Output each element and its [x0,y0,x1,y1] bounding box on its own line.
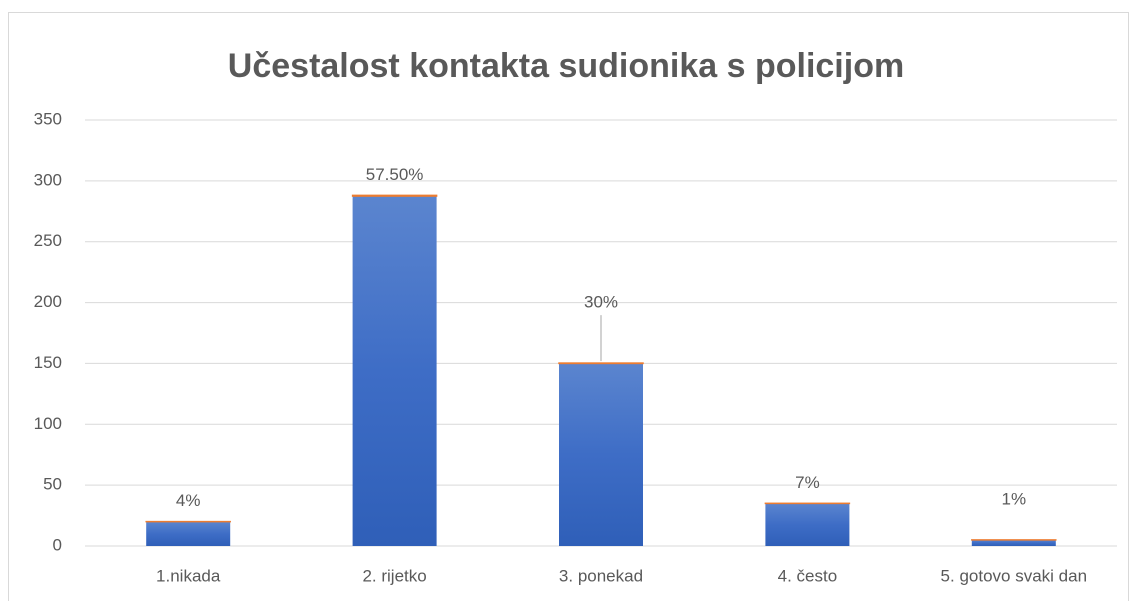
y-tick-label: 300 [34,170,62,189]
y-tick-label: 50 [43,475,62,494]
y-tick-label: 350 [34,109,62,128]
bar-segment [351,194,438,197]
x-tick-label: 1.nikada [156,566,221,585]
x-tick-label: 2. rijetko [362,566,426,585]
bar [971,539,1056,546]
bar [146,521,231,546]
y-tick-label: 250 [34,231,62,250]
x-tick-label: 3. ponekad [559,566,643,585]
bar [352,196,437,547]
data-label: 57.50% [366,165,424,184]
data-label: 4% [176,491,201,510]
data-label: 30% [584,293,618,312]
y-tick-label: 0 [53,535,62,554]
data-label: 1% [1002,489,1027,508]
data-label: 7% [795,473,820,492]
bar [765,503,850,546]
x-tick-label: 5. gotovo svaki dan [941,566,1087,585]
chart-title: Učestalost kontakta sudionika s policijo… [228,47,904,85]
y-tick-label: 150 [34,353,62,372]
bar [559,363,643,546]
y-tick-label: 100 [34,414,62,433]
x-tick-label: 4. često [778,566,838,585]
y-tick-label: 200 [34,292,62,311]
